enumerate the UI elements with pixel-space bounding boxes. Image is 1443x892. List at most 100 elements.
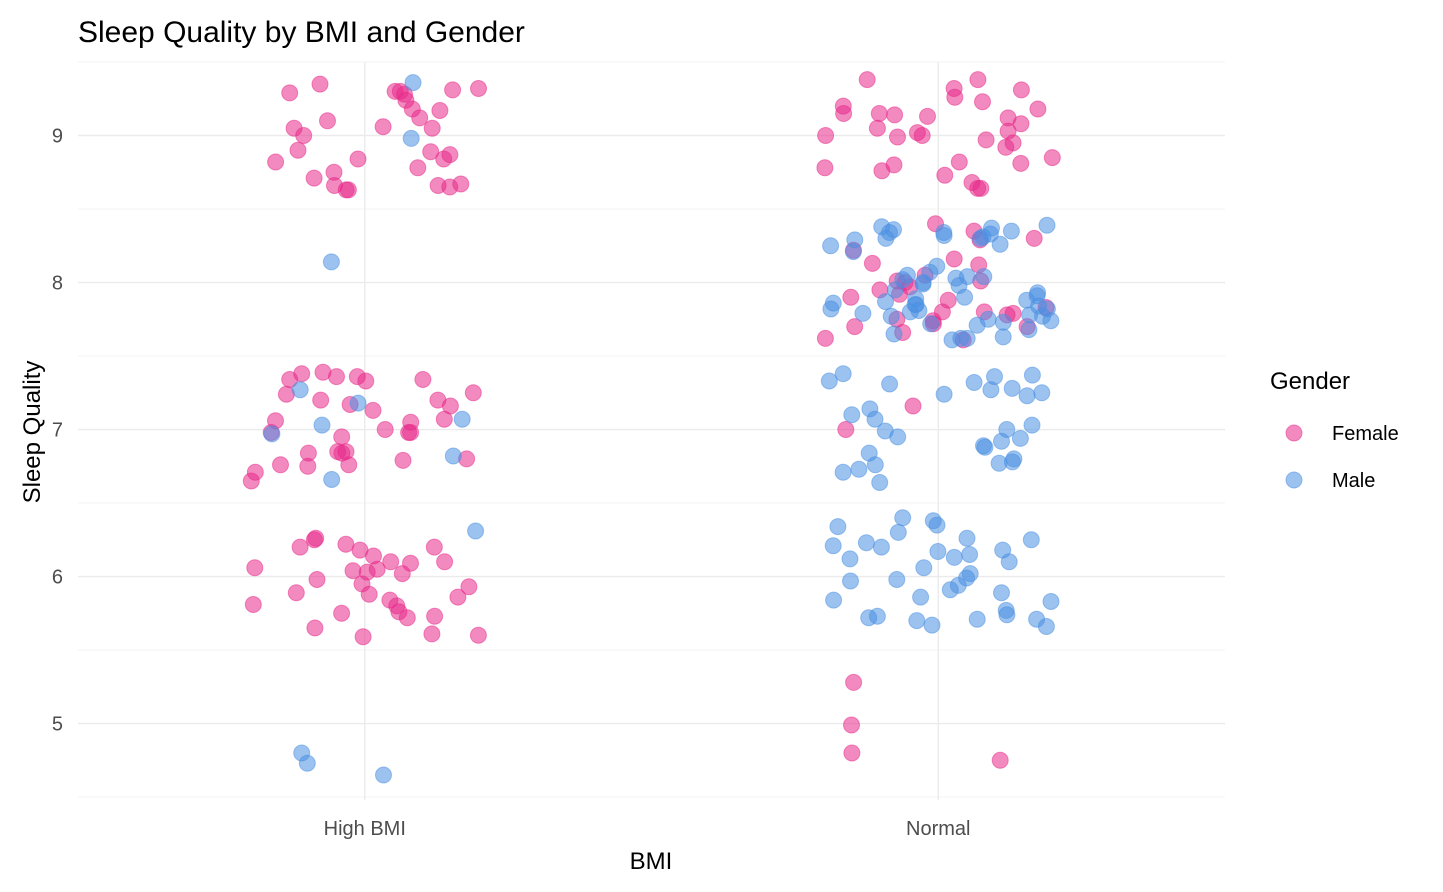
point-male — [872, 538, 890, 556]
point-male — [968, 316, 986, 334]
point-female — [950, 153, 968, 171]
x-tick-label: Normal — [906, 818, 970, 840]
point-male — [912, 588, 930, 606]
point-female — [837, 421, 855, 438]
point-male — [956, 288, 974, 306]
point-female — [868, 119, 886, 137]
point-male — [1037, 618, 1055, 635]
point-female — [842, 288, 860, 306]
point-female — [945, 250, 963, 268]
point-male — [829, 518, 847, 536]
point-female — [969, 179, 987, 197]
point-female — [306, 619, 324, 637]
point-male — [871, 474, 889, 491]
point-female — [411, 109, 429, 127]
legend-item-male: Male — [1285, 470, 1375, 492]
point-female — [858, 71, 876, 89]
point-male — [843, 406, 861, 424]
point-female — [429, 391, 447, 409]
point-male — [1020, 321, 1038, 339]
point-male — [976, 438, 994, 456]
point-female — [426, 607, 444, 625]
point-female — [1012, 81, 1030, 99]
point-male — [935, 385, 953, 403]
point-female — [398, 609, 416, 627]
point-female — [843, 716, 860, 734]
point-male — [834, 365, 852, 383]
y-axis-title: Sleep Quality — [19, 361, 46, 504]
point-male — [968, 610, 986, 628]
point-male — [914, 275, 932, 293]
point-male — [882, 307, 900, 325]
point-female — [436, 553, 454, 571]
point-female — [969, 71, 987, 89]
point-female — [991, 751, 1009, 769]
point-male — [994, 313, 1012, 331]
y-tick-label: 7 — [52, 420, 63, 442]
point-female — [328, 368, 345, 386]
point-female — [349, 150, 367, 168]
point-male — [825, 591, 843, 609]
point-male — [1038, 216, 1056, 234]
point-female — [393, 565, 411, 583]
point-female — [449, 588, 467, 606]
point-male — [1042, 593, 1060, 610]
chart-title: Sleep Quality by BMI and Gender — [78, 16, 525, 49]
point-male — [1033, 384, 1051, 402]
point-female — [337, 535, 355, 553]
point-male — [889, 523, 907, 541]
point-female — [919, 107, 936, 125]
point-female — [354, 628, 372, 646]
point-male — [841, 550, 859, 568]
point-female — [1043, 149, 1061, 167]
point-female — [469, 626, 487, 644]
point-female — [870, 105, 888, 122]
point-male — [1011, 429, 1029, 447]
legend-items: Female Male — [1285, 423, 1399, 492]
point-female — [374, 118, 392, 136]
point-male — [877, 293, 894, 311]
point-female — [319, 112, 336, 130]
point-male — [928, 516, 946, 534]
point-male — [349, 394, 367, 412]
point-male — [998, 606, 1016, 624]
point-female — [339, 181, 357, 199]
point-male — [923, 616, 941, 634]
point-male — [994, 328, 1012, 346]
point-female — [974, 93, 991, 111]
point-female — [889, 128, 906, 146]
legend-label: Female — [1332, 423, 1399, 445]
point-female — [423, 119, 441, 137]
point-male — [453, 410, 471, 428]
point-female — [817, 127, 835, 144]
point-male — [1023, 366, 1041, 384]
point-male — [943, 331, 961, 349]
point-female — [242, 472, 260, 490]
point-female — [425, 538, 443, 556]
legend-item-female: Female — [1285, 423, 1399, 445]
point-female — [1025, 229, 1043, 247]
point-female — [946, 88, 964, 106]
point-male — [965, 374, 983, 391]
point-female — [936, 166, 954, 184]
point-male — [971, 229, 989, 247]
point-female — [863, 254, 881, 272]
point-male — [991, 235, 1009, 253]
point-female — [1012, 115, 1030, 133]
legend: Gender Female Male — [1270, 368, 1399, 492]
point-female — [287, 584, 305, 602]
point-male — [850, 460, 868, 478]
y-tick-label: 8 — [52, 273, 63, 295]
point-female — [333, 428, 351, 446]
point-female — [246, 559, 264, 577]
point-male — [908, 612, 926, 630]
y-tick-label: 5 — [52, 714, 63, 736]
point-female — [396, 85, 413, 103]
point-female — [267, 153, 285, 171]
point-female — [402, 424, 420, 441]
point-female — [435, 150, 453, 168]
point-male — [877, 229, 895, 247]
point-male — [854, 304, 872, 322]
point-female — [333, 604, 351, 622]
point-male — [857, 534, 875, 552]
